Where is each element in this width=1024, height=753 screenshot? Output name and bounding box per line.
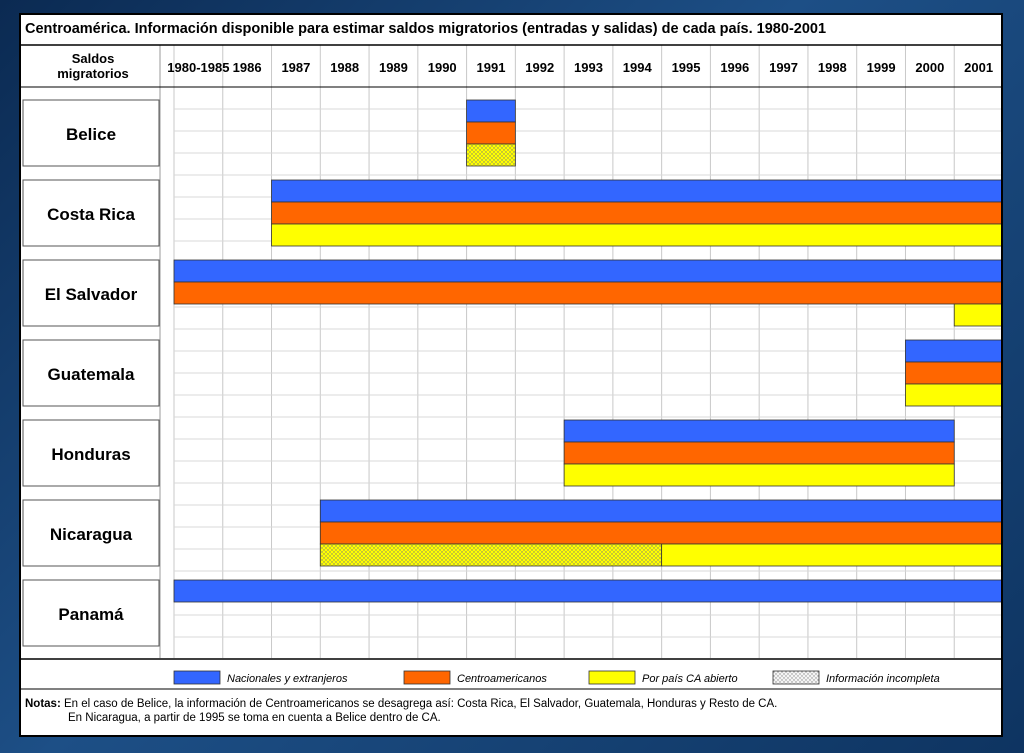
period-label: 1998	[818, 60, 847, 75]
gantt-bar	[563, 441, 955, 465]
notes-label: Notas:	[25, 698, 61, 710]
gantt-bar	[319, 499, 1001, 523]
period-label: 1991	[477, 60, 506, 75]
legend-label: Centroamericanos	[457, 673, 547, 685]
country-label-box	[22, 499, 160, 567]
period-label: 1990	[428, 60, 457, 75]
gantt-bar	[905, 339, 1001, 363]
country-label: El Salvador	[45, 285, 138, 304]
period-label: 1995	[672, 60, 701, 75]
row-header-label: Saldos	[72, 51, 115, 66]
period-label: 1989	[379, 60, 408, 75]
period-label: 1993	[574, 60, 603, 75]
period-label: 1997	[769, 60, 798, 75]
period-label: 1980-1985	[167, 60, 229, 75]
country-label: Nicaragua	[50, 525, 133, 544]
gantt-bar	[661, 543, 1001, 567]
country-label-box	[22, 339, 160, 407]
period-label: 1996	[720, 60, 749, 75]
legend-swatch	[403, 670, 451, 685]
gantt-bar	[466, 121, 516, 145]
country-label: Costa Rica	[47, 205, 135, 224]
country-label-box	[22, 259, 160, 327]
country-label: Panamá	[58, 605, 124, 624]
gantt-bar	[466, 143, 516, 167]
legend-swatch	[588, 670, 636, 685]
notes-line-2: En Nicaragua, a partir de 1995 se toma e…	[68, 712, 441, 724]
legend-swatch	[772, 670, 820, 685]
chart-frame: Centroamérica. Información disponible pa…	[19, 13, 1003, 737]
gantt-bar	[563, 419, 955, 443]
gantt-bar	[173, 579, 1001, 603]
legend-label: Nacionales y extranjeros	[227, 673, 348, 685]
country-label-box	[22, 419, 160, 487]
gantt-bar	[271, 201, 1001, 225]
period-label: 1987	[281, 60, 310, 75]
country-label: Belice	[66, 125, 116, 144]
legend-label: Información incompleta	[826, 673, 940, 685]
chart-title: Centroamérica. Información disponible pa…	[25, 21, 827, 37]
legend-label: Por país CA abierto	[642, 673, 738, 685]
country-label: Honduras	[51, 445, 130, 464]
period-label: 1999	[867, 60, 896, 75]
gantt-bar	[173, 259, 1001, 283]
gantt-bar	[173, 281, 1001, 305]
country-label: Guatemala	[48, 365, 135, 384]
country-label-box	[22, 579, 160, 647]
gantt-bar	[271, 223, 1001, 247]
legend-swatch	[173, 670, 221, 685]
gantt-bar	[466, 99, 516, 123]
gantt-bar	[905, 383, 1001, 407]
period-label: 1994	[623, 60, 653, 75]
period-label: 1986	[233, 60, 262, 75]
period-label: 1992	[525, 60, 554, 75]
gantt-bar	[905, 361, 1001, 385]
period-label: 1988	[330, 60, 359, 75]
gantt-bar	[953, 303, 1001, 327]
country-label-box	[22, 179, 160, 247]
chart-notes: Notas: En el caso de Belice, la informac…	[25, 697, 777, 725]
country-label-box	[22, 99, 160, 167]
gantt-bar	[319, 543, 663, 567]
gantt-bar	[271, 179, 1001, 203]
gantt-bar	[563, 463, 955, 487]
period-label: 2001	[964, 60, 993, 75]
gantt-bar	[319, 521, 1001, 545]
period-label: 2000	[915, 60, 944, 75]
row-header-label-2: migratorios	[57, 66, 129, 81]
notes-line-1: En el caso de Belice, la información de …	[63, 698, 778, 710]
